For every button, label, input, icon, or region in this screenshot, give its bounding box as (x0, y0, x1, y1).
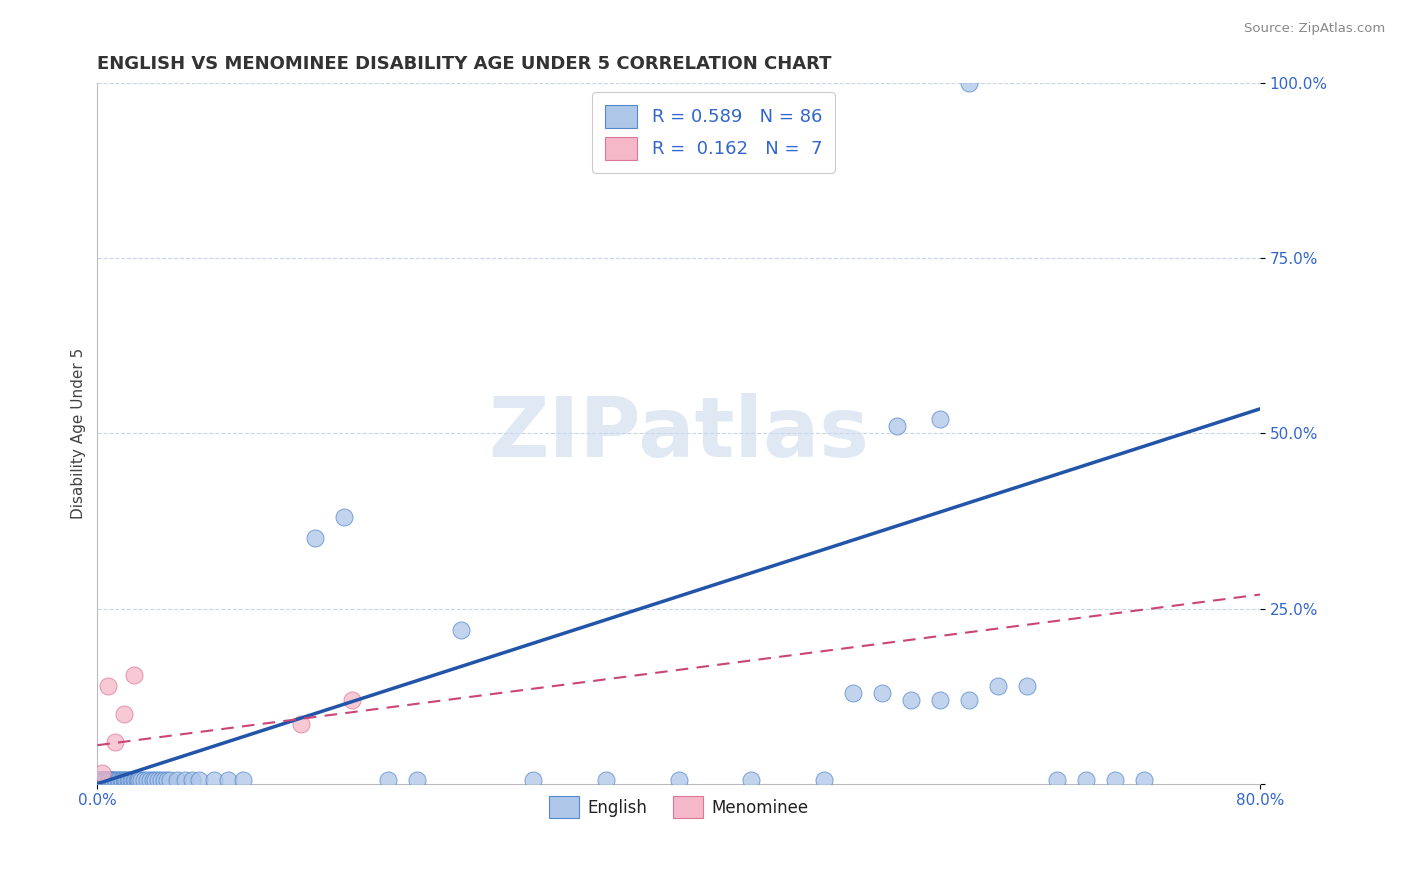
Point (377, 773, 399, 788)
Point (142, 773, 165, 788)
Point (111, 773, 134, 788)
Point (900, 692, 922, 706)
Point (117, 773, 139, 788)
Point (93, 773, 115, 788)
Point (929, 692, 952, 706)
Point (886, 419, 908, 434)
Point (114, 773, 136, 788)
Point (173, 773, 195, 788)
Point (89, 773, 111, 788)
Point (112, 773, 135, 788)
Point (333, 510, 356, 524)
Point (135, 773, 157, 788)
Point (304, 532, 326, 546)
Point (107, 773, 129, 788)
Point (94, 773, 117, 788)
Point (595, 773, 617, 788)
Point (121, 773, 143, 788)
Point (406, 773, 429, 788)
Point (929, 412, 952, 426)
Point (101, 773, 124, 788)
Point (90, 773, 112, 788)
Point (1132, 773, 1154, 788)
Point (957, 76, 980, 90)
Point (180, 773, 202, 788)
Point (153, 773, 176, 788)
Point (90, 773, 112, 788)
Point (842, 686, 865, 700)
Point (957, 692, 980, 706)
Text: ENGLISH VS MENOMINEE DISABILITY AGE UNDER 5 CORRELATION CHART: ENGLISH VS MENOMINEE DISABILITY AGE UNDE… (97, 55, 832, 73)
Point (115, 773, 138, 788)
Point (166, 773, 188, 788)
Point (987, 679, 1010, 693)
Point (87, 773, 110, 788)
Point (91, 773, 114, 788)
Y-axis label: Disability Age Under 5: Disability Age Under 5 (72, 348, 86, 519)
Point (156, 773, 179, 788)
Point (232, 773, 254, 788)
Point (522, 773, 544, 788)
Point (188, 773, 211, 788)
Point (1104, 773, 1126, 788)
Point (668, 773, 690, 788)
Text: Source: ZipAtlas.com: Source: ZipAtlas.com (1244, 22, 1385, 36)
Point (86, 773, 108, 788)
Point (89, 773, 111, 788)
Point (96, 773, 118, 788)
Point (124, 773, 146, 788)
Point (89, 773, 111, 788)
Point (118, 773, 141, 788)
Point (104, 734, 127, 748)
Point (128, 773, 150, 788)
Point (150, 773, 173, 788)
Point (90, 766, 112, 780)
Point (120, 773, 142, 788)
Point (125, 773, 148, 788)
Point (159, 773, 181, 788)
Point (740, 773, 762, 788)
Point (138, 773, 160, 788)
Point (101, 773, 124, 788)
Point (122, 668, 145, 682)
Point (104, 773, 127, 788)
Point (93, 773, 115, 788)
Point (90, 773, 112, 788)
Point (290, 717, 312, 731)
Point (96, 679, 118, 693)
Point (1045, 773, 1067, 788)
Point (450, 623, 472, 637)
Point (340, 692, 363, 706)
Point (202, 773, 225, 788)
Point (103, 773, 125, 788)
Legend: English, Menominee: English, Menominee (543, 789, 814, 824)
Point (93, 773, 115, 788)
Point (122, 773, 145, 788)
Point (100, 773, 122, 788)
Text: ZIPatlas: ZIPatlas (488, 392, 869, 474)
Point (813, 773, 835, 788)
Point (108, 773, 131, 788)
Point (86, 773, 108, 788)
Point (87, 773, 110, 788)
Point (870, 686, 893, 700)
Point (145, 773, 167, 788)
Point (127, 773, 149, 788)
Point (94, 773, 117, 788)
Point (96, 773, 118, 788)
Point (98, 773, 121, 788)
Point (91, 773, 114, 788)
Point (217, 773, 239, 788)
Point (129, 773, 152, 788)
Point (100, 773, 122, 788)
Point (132, 773, 155, 788)
Point (1074, 773, 1097, 788)
Point (112, 706, 135, 721)
Point (110, 773, 132, 788)
Point (148, 773, 170, 788)
Point (1017, 679, 1039, 693)
Point (98, 773, 121, 788)
Point (105, 773, 128, 788)
